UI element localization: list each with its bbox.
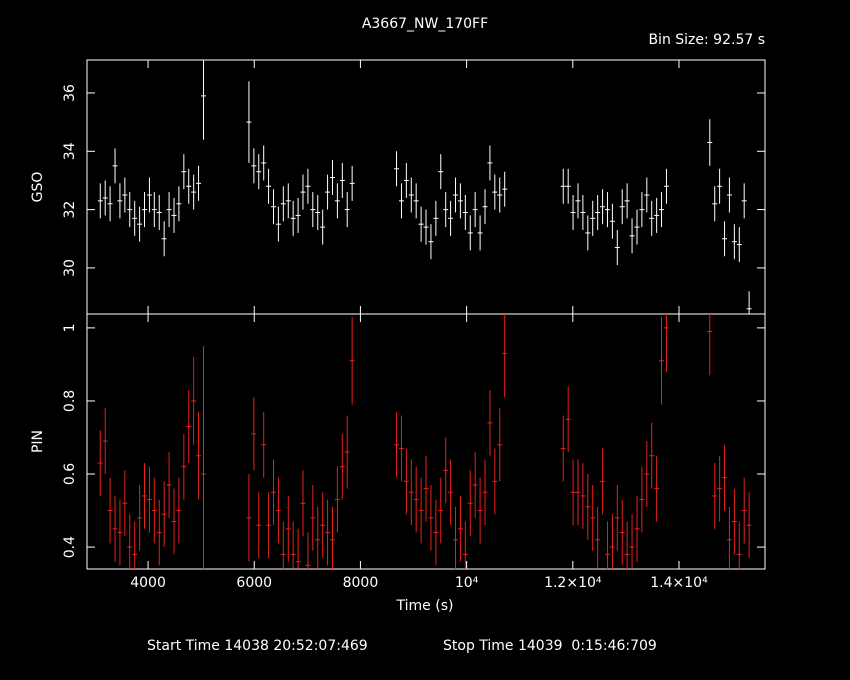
x-tick-label: 1.4×10⁴ xyxy=(650,575,708,591)
y-axis-label: GSO xyxy=(30,172,46,203)
x-tick-label: 10⁴ xyxy=(455,575,479,591)
start-time: Start Time 14038 20:52:07:469 xyxy=(147,638,368,654)
panel-frame xyxy=(86,313,766,570)
subtitle: Bin Size: 92.57 s xyxy=(648,32,765,48)
x-tick-label: 8000 xyxy=(343,575,379,591)
y-axis-label: PIN xyxy=(30,430,46,453)
y-tick-label: 0.4 xyxy=(62,536,78,558)
stop-time: Stop Time 14039 0:15:46:709 xyxy=(443,638,657,654)
y-tick-label: 36 xyxy=(62,84,78,102)
y-tick-label: 0.6 xyxy=(62,463,78,485)
x-tick-label: 4000 xyxy=(130,575,166,591)
x-tick-label: 1.2×10⁴ xyxy=(544,575,602,591)
x-tick-label: 6000 xyxy=(236,575,272,591)
y-tick-label: 1 xyxy=(62,323,78,332)
data-points xyxy=(97,314,752,569)
y-tick-label: 32 xyxy=(62,201,78,219)
x-axis-label: Time (s) xyxy=(396,598,454,614)
y-tick-label: 34 xyxy=(62,142,78,160)
y-tick-label: 30 xyxy=(62,259,78,277)
data-points xyxy=(97,60,752,314)
chart-title: A3667_NW_170FF xyxy=(362,16,488,32)
y-tick-label: 0.8 xyxy=(62,390,78,412)
